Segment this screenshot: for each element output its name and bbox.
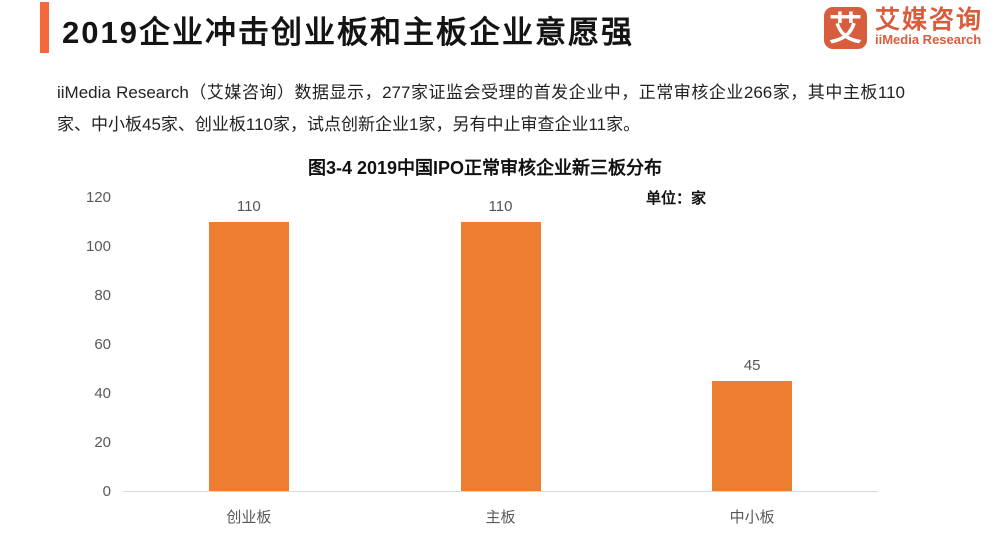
intro-paragraph: iiMedia Research（艾媒咨询）数据显示，277家证监会受理的首发企…	[57, 83, 905, 134]
title-accent-bar	[40, 2, 49, 53]
x-axis-category-label: 创业板	[226, 509, 272, 526]
x-axis-line	[123, 491, 878, 492]
bar-value-label: 45	[743, 356, 761, 374]
y-axis-tick-label: 40	[94, 385, 111, 402]
logo-text: 艾媒咨询 iiMedia Research	[875, 7, 983, 47]
y-axis-tick-label: 0	[102, 483, 111, 500]
iimedia-logo: 艾 艾媒咨询 iiMedia Research	[824, 7, 983, 49]
y-axis-tick-label: 100	[85, 238, 111, 255]
x-axis-category-label: 主板	[485, 509, 516, 526]
chart-title: 图3-4 2019中国IPO正常审核企业新三板分布	[307, 158, 663, 178]
y-axis-tick-label: 80	[94, 287, 111, 304]
logo-name-en: iiMedia Research	[875, 32, 982, 47]
plot-area: 0 20 40 60 80 100 120 110 创业板 110 主板 45 中小板	[86, 190, 878, 526]
x-axis-category-label: 中小板	[729, 509, 775, 526]
bar-value-label: 110	[236, 197, 261, 215]
chart-unit-label: 单位：家	[646, 190, 707, 207]
iimedia-logo-icon: 艾	[824, 7, 867, 49]
y-axis-tick-label: 60	[94, 336, 111, 353]
bar-创业板	[208, 221, 289, 491]
bar-主板	[460, 221, 541, 491]
y-axis-tick-label: 20	[94, 434, 111, 451]
y-axis-tick-label: 120	[85, 189, 111, 206]
page-title: 2019企业冲击创业板和主板企业意愿强	[62, 15, 634, 50]
logo-name-cn: 艾媒咨询	[875, 6, 984, 34]
bar-中小板	[712, 380, 793, 491]
bar-value-label: 110	[488, 197, 513, 215]
